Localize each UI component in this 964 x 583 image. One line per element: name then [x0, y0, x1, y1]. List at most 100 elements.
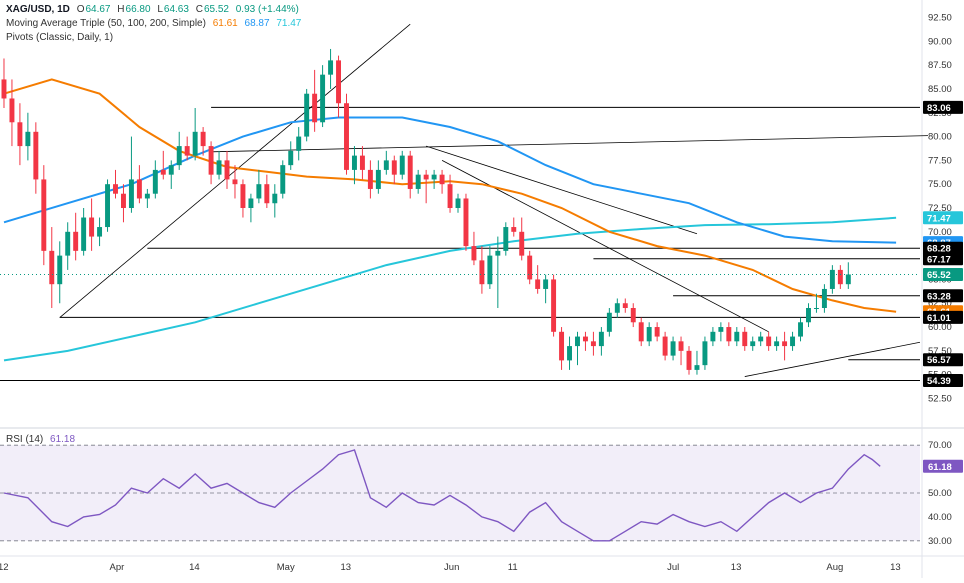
- pivots-title: Pivots (Classic, Daily, 1): [6, 32, 114, 43]
- candle-body: [511, 227, 517, 232]
- candle-body: [638, 322, 644, 342]
- candle-body: [33, 131, 39, 180]
- candle-body: [718, 327, 724, 332]
- candle-body: [160, 169, 166, 175]
- ma100-line: [3, 116, 897, 244]
- rsi-line: [3, 449, 881, 542]
- candle-body: [567, 346, 572, 361]
- price-tick-label: 92.50: [928, 13, 952, 24]
- candle-body: [479, 260, 485, 285]
- candle-body: [837, 269, 843, 285]
- price-tag-label: 67.17: [927, 254, 951, 265]
- candle-body: [105, 184, 111, 228]
- candle-body: [766, 336, 772, 347]
- price-tag: [923, 241, 963, 255]
- candle-body: [256, 184, 262, 199]
- candle-body: [590, 341, 596, 347]
- candle-body: [646, 327, 652, 342]
- price-tick-label: 80.00: [928, 132, 952, 143]
- candle-body: [694, 365, 700, 370]
- candle-body: [128, 179, 134, 208]
- price-tag-label: 54.39: [927, 376, 951, 387]
- candle-body: [375, 169, 381, 189]
- candle-body: [264, 184, 270, 204]
- candle-body: [670, 341, 676, 356]
- candle-body: [471, 246, 477, 261]
- candle-body: [97, 227, 103, 237]
- price-tag: [923, 211, 963, 225]
- header-line-1: XAG/USD, 1D O64.67 H66.80 L64.63 C65.52 …: [6, 4, 303, 15]
- candle-body: [606, 312, 612, 332]
- candle-body: [686, 350, 692, 370]
- candle-body: [559, 331, 565, 361]
- price-tick-label: 62.50: [928, 298, 952, 309]
- candle-body: [575, 336, 580, 347]
- ma-title: Moving Average Triple (50, 100, 200, Sim…: [6, 18, 206, 29]
- candle-body: [399, 155, 405, 175]
- price-tag: [923, 267, 963, 281]
- candle-body: [216, 160, 222, 175]
- candle-body: [582, 336, 588, 342]
- candle-body: [415, 174, 421, 189]
- price-tick-label: 77.50: [928, 155, 952, 166]
- rsi-tick-label: 40.00: [928, 512, 952, 523]
- candle-body: [463, 198, 469, 247]
- candle-body: [304, 93, 310, 137]
- candle-body: [535, 279, 541, 289]
- candle-body: [336, 60, 341, 104]
- candle-body: [710, 331, 716, 342]
- rsi-header: RSI (14) 61.18: [6, 434, 79, 445]
- rsi-tick-label: 30.00: [928, 536, 952, 547]
- rsi-value-label: 61.18: [50, 434, 76, 445]
- candle-body: [312, 93, 318, 123]
- price-tag-label: 68.28: [927, 244, 951, 255]
- candle-body: [455, 198, 461, 208]
- candle-body: [439, 174, 445, 185]
- candle-body: [821, 288, 827, 308]
- price-tag-label: 83.06: [927, 103, 951, 114]
- low-label: L: [157, 4, 163, 15]
- price-tag-label: 61.01: [927, 313, 951, 324]
- candle-body: [57, 255, 63, 285]
- rsi-band: [0, 445, 920, 541]
- price-tag: [923, 310, 963, 324]
- high-label: H: [117, 4, 125, 15]
- candle-body: [662, 336, 668, 356]
- candle-body: [551, 279, 557, 332]
- candle-body: [423, 174, 429, 180]
- candle-body: [272, 193, 278, 204]
- price-tag: [923, 100, 963, 114]
- candle-body: [407, 155, 413, 189]
- price-tick-label: 70.00: [928, 227, 952, 238]
- candle-body: [447, 184, 453, 208]
- candle-body: [280, 165, 286, 194]
- candle-body: [120, 193, 126, 208]
- candle-body: [359, 155, 365, 170]
- price-tag-label: 71.47: [927, 213, 951, 224]
- candle-body: [383, 160, 389, 170]
- candle-body: [702, 341, 708, 366]
- ma50-value: 61.61: [212, 18, 238, 29]
- candle-body: [328, 60, 334, 75]
- candle-body: [630, 308, 636, 323]
- candle-body: [654, 327, 660, 337]
- candle-body: [41, 179, 47, 251]
- candle-body: [495, 250, 501, 256]
- candle-body: [9, 98, 15, 123]
- candle-body: [1, 79, 7, 99]
- rsi-tick-label: 70.00: [928, 440, 952, 451]
- price-tag: [923, 373, 963, 387]
- candle-body: [678, 341, 684, 351]
- candle-body: [248, 198, 254, 208]
- trendline: [744, 341, 921, 377]
- candle-body: [232, 179, 238, 185]
- candle-body: [519, 231, 525, 256]
- candle-body: [176, 146, 182, 166]
- symbol-label: XAG/USD, 1D: [6, 4, 70, 15]
- ma100-value: 68.87: [244, 18, 270, 29]
- rsi-title: RSI (14): [6, 434, 44, 445]
- candle-body: [734, 331, 740, 342]
- time-tick-label: Jun: [444, 562, 459, 573]
- change-value: 0.93 (+1.44%): [235, 4, 299, 15]
- candle-body: [829, 269, 835, 289]
